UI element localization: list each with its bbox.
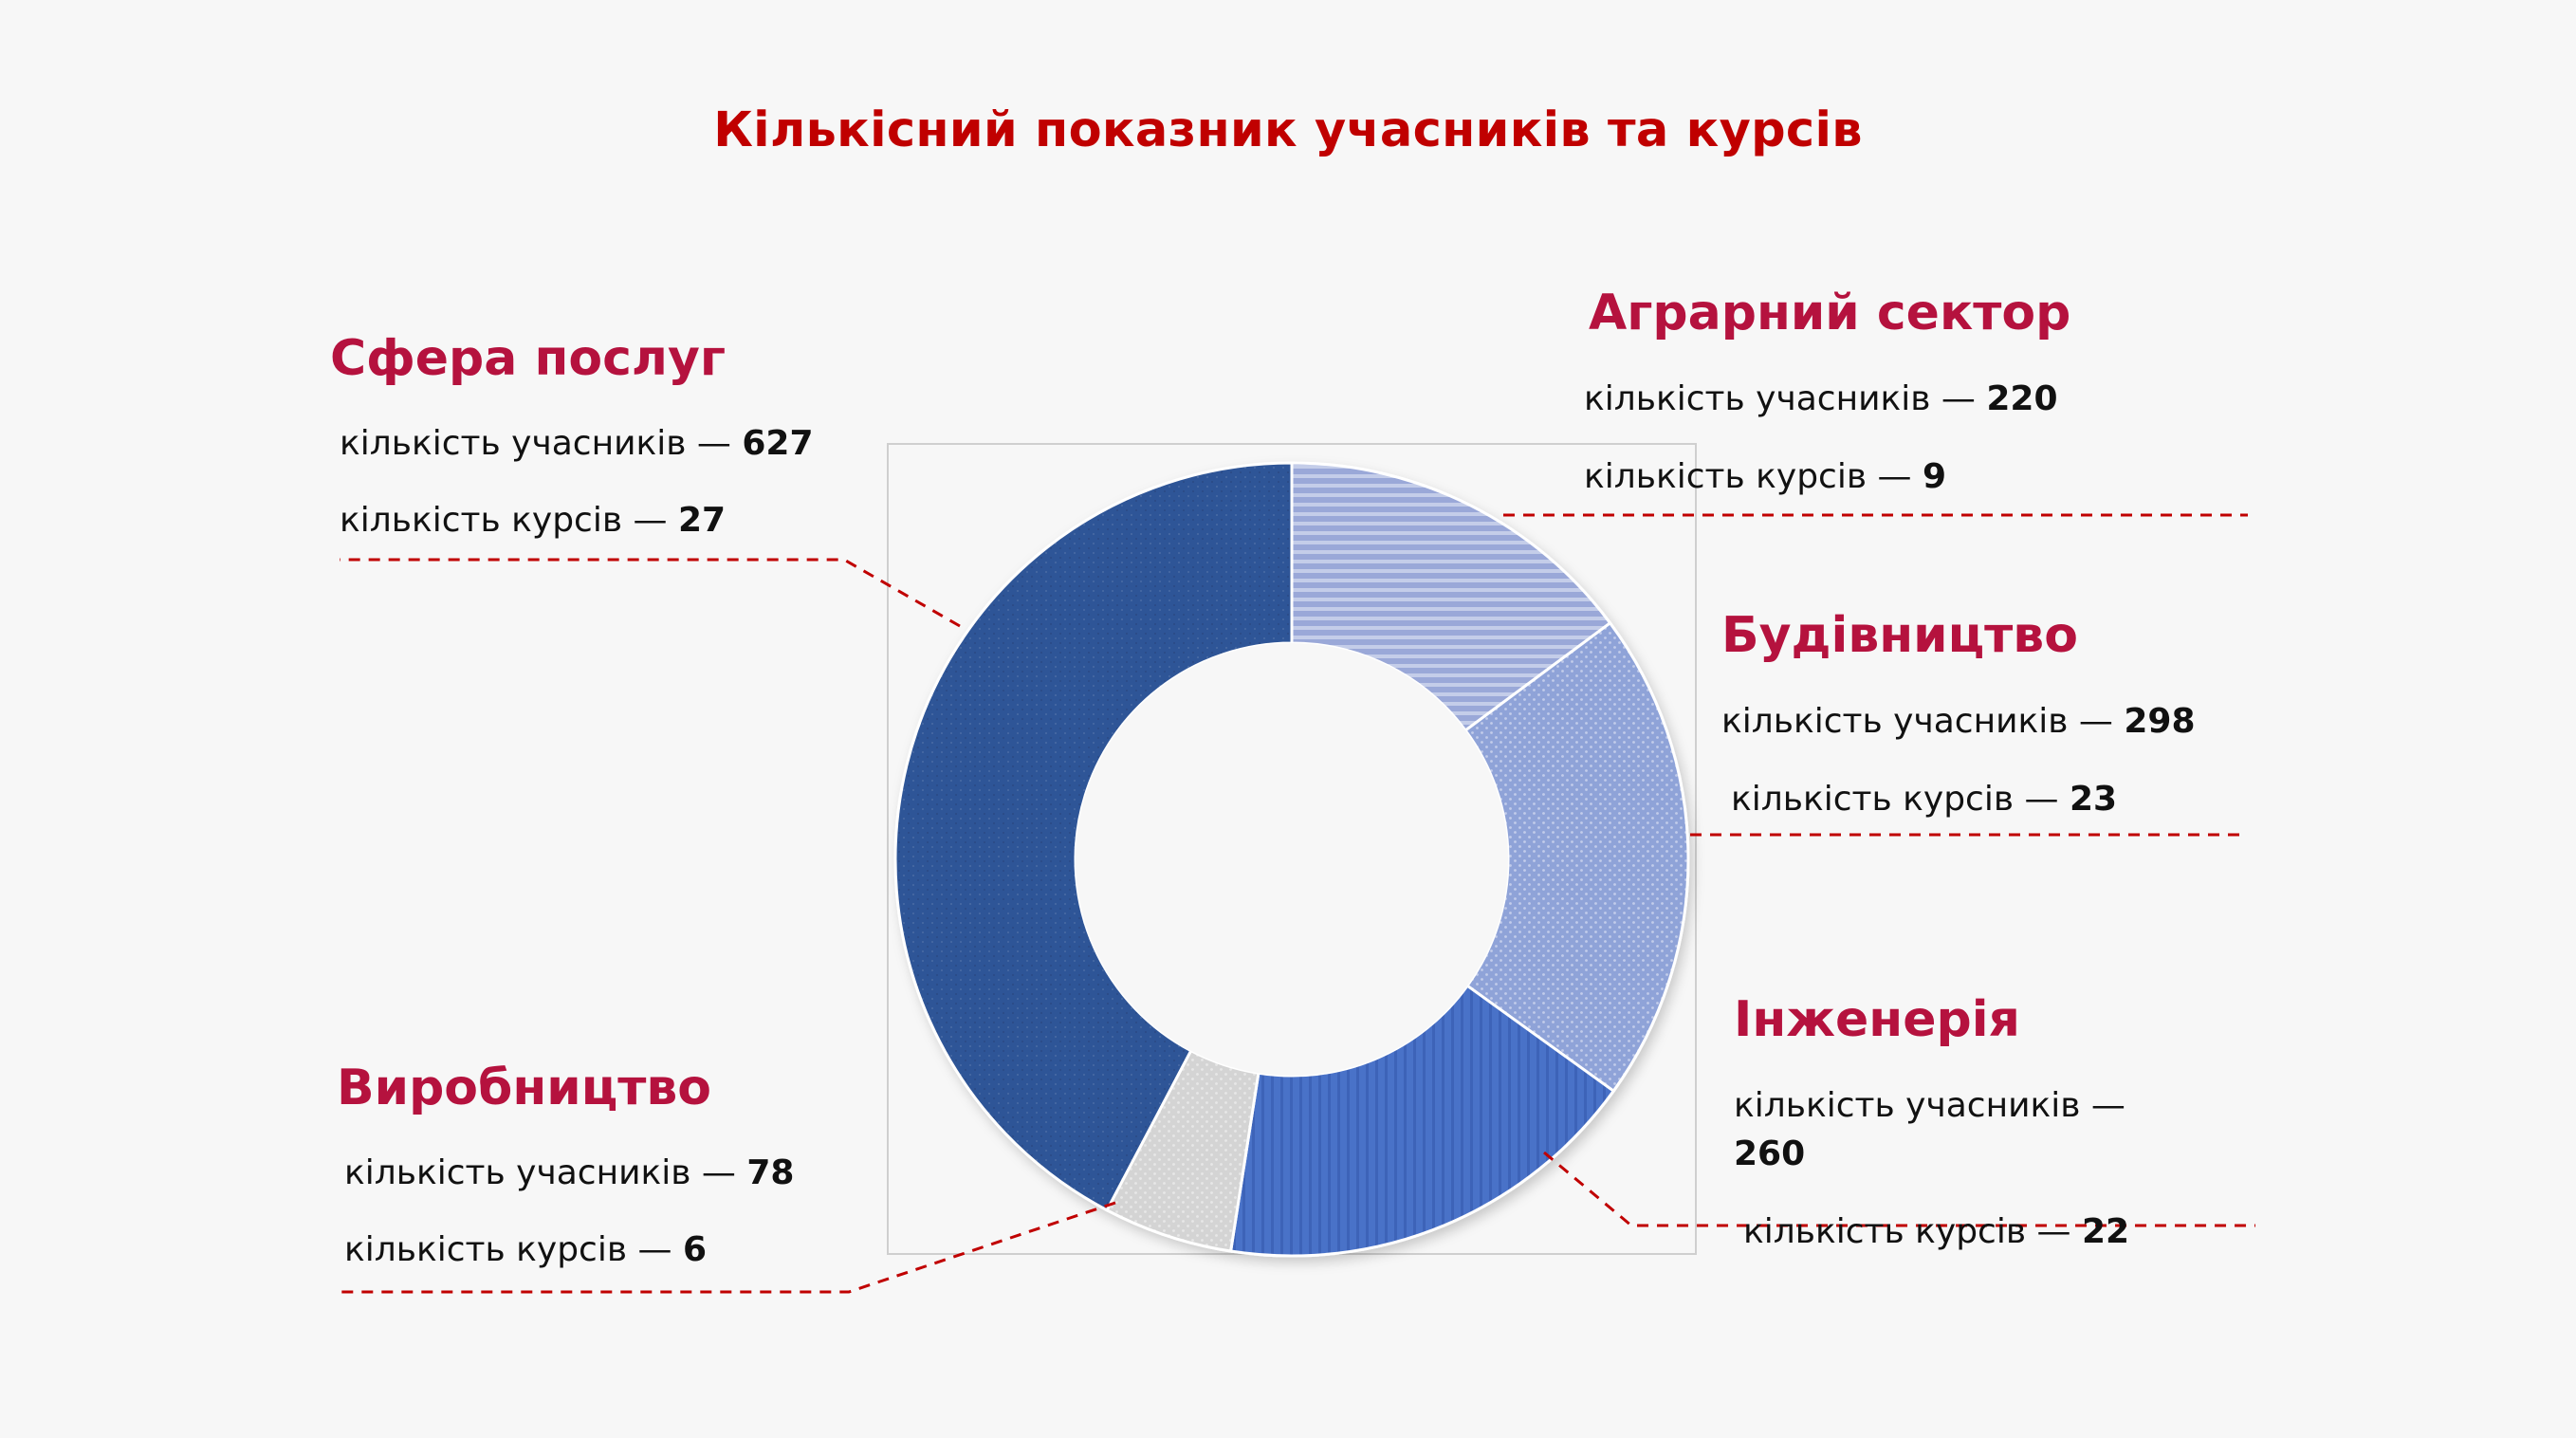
label-build-title: Будівництво bbox=[1721, 607, 2078, 664]
label-manuf-courses: кількість курсів — 6 bbox=[344, 1230, 708, 1269]
label-build-courses: кількість курсів — 23 bbox=[1731, 780, 2118, 819]
chart-title: Кількісний показник учасників та курсів bbox=[713, 102, 1863, 158]
label-eng-courses: кількість курсів — 22 bbox=[1743, 1212, 2130, 1251]
label-serv-courses: кількість курсів — 27 bbox=[340, 501, 727, 540]
leader-line-manuf bbox=[340, 1201, 1116, 1294]
leader-line-serv bbox=[340, 558, 961, 628]
label-serv-participants: кількість учасників — 627 bbox=[340, 424, 814, 463]
label-agri-title: Аграрний сектор bbox=[1589, 285, 2071, 341]
label-agri-participants: кількість учасників — 220 bbox=[1584, 379, 2058, 418]
label-serv-title: Сфера послуг bbox=[330, 330, 727, 387]
label-eng-participants-label: кількість учасників — bbox=[1734, 1086, 2125, 1125]
label-eng-participants-value: 260 bbox=[1734, 1134, 1806, 1173]
donut-hole bbox=[1076, 643, 1508, 1076]
label-eng-title: Інженерія bbox=[1734, 991, 2020, 1048]
label-manuf-participants: кількість учасників — 78 bbox=[344, 1153, 795, 1192]
label-agri-courses: кількість курсів — 9 bbox=[1584, 457, 1947, 496]
label-build-participants: кількість учасників — 298 bbox=[1721, 702, 2196, 741]
label-manuf-title: Виробництво bbox=[337, 1060, 712, 1116]
